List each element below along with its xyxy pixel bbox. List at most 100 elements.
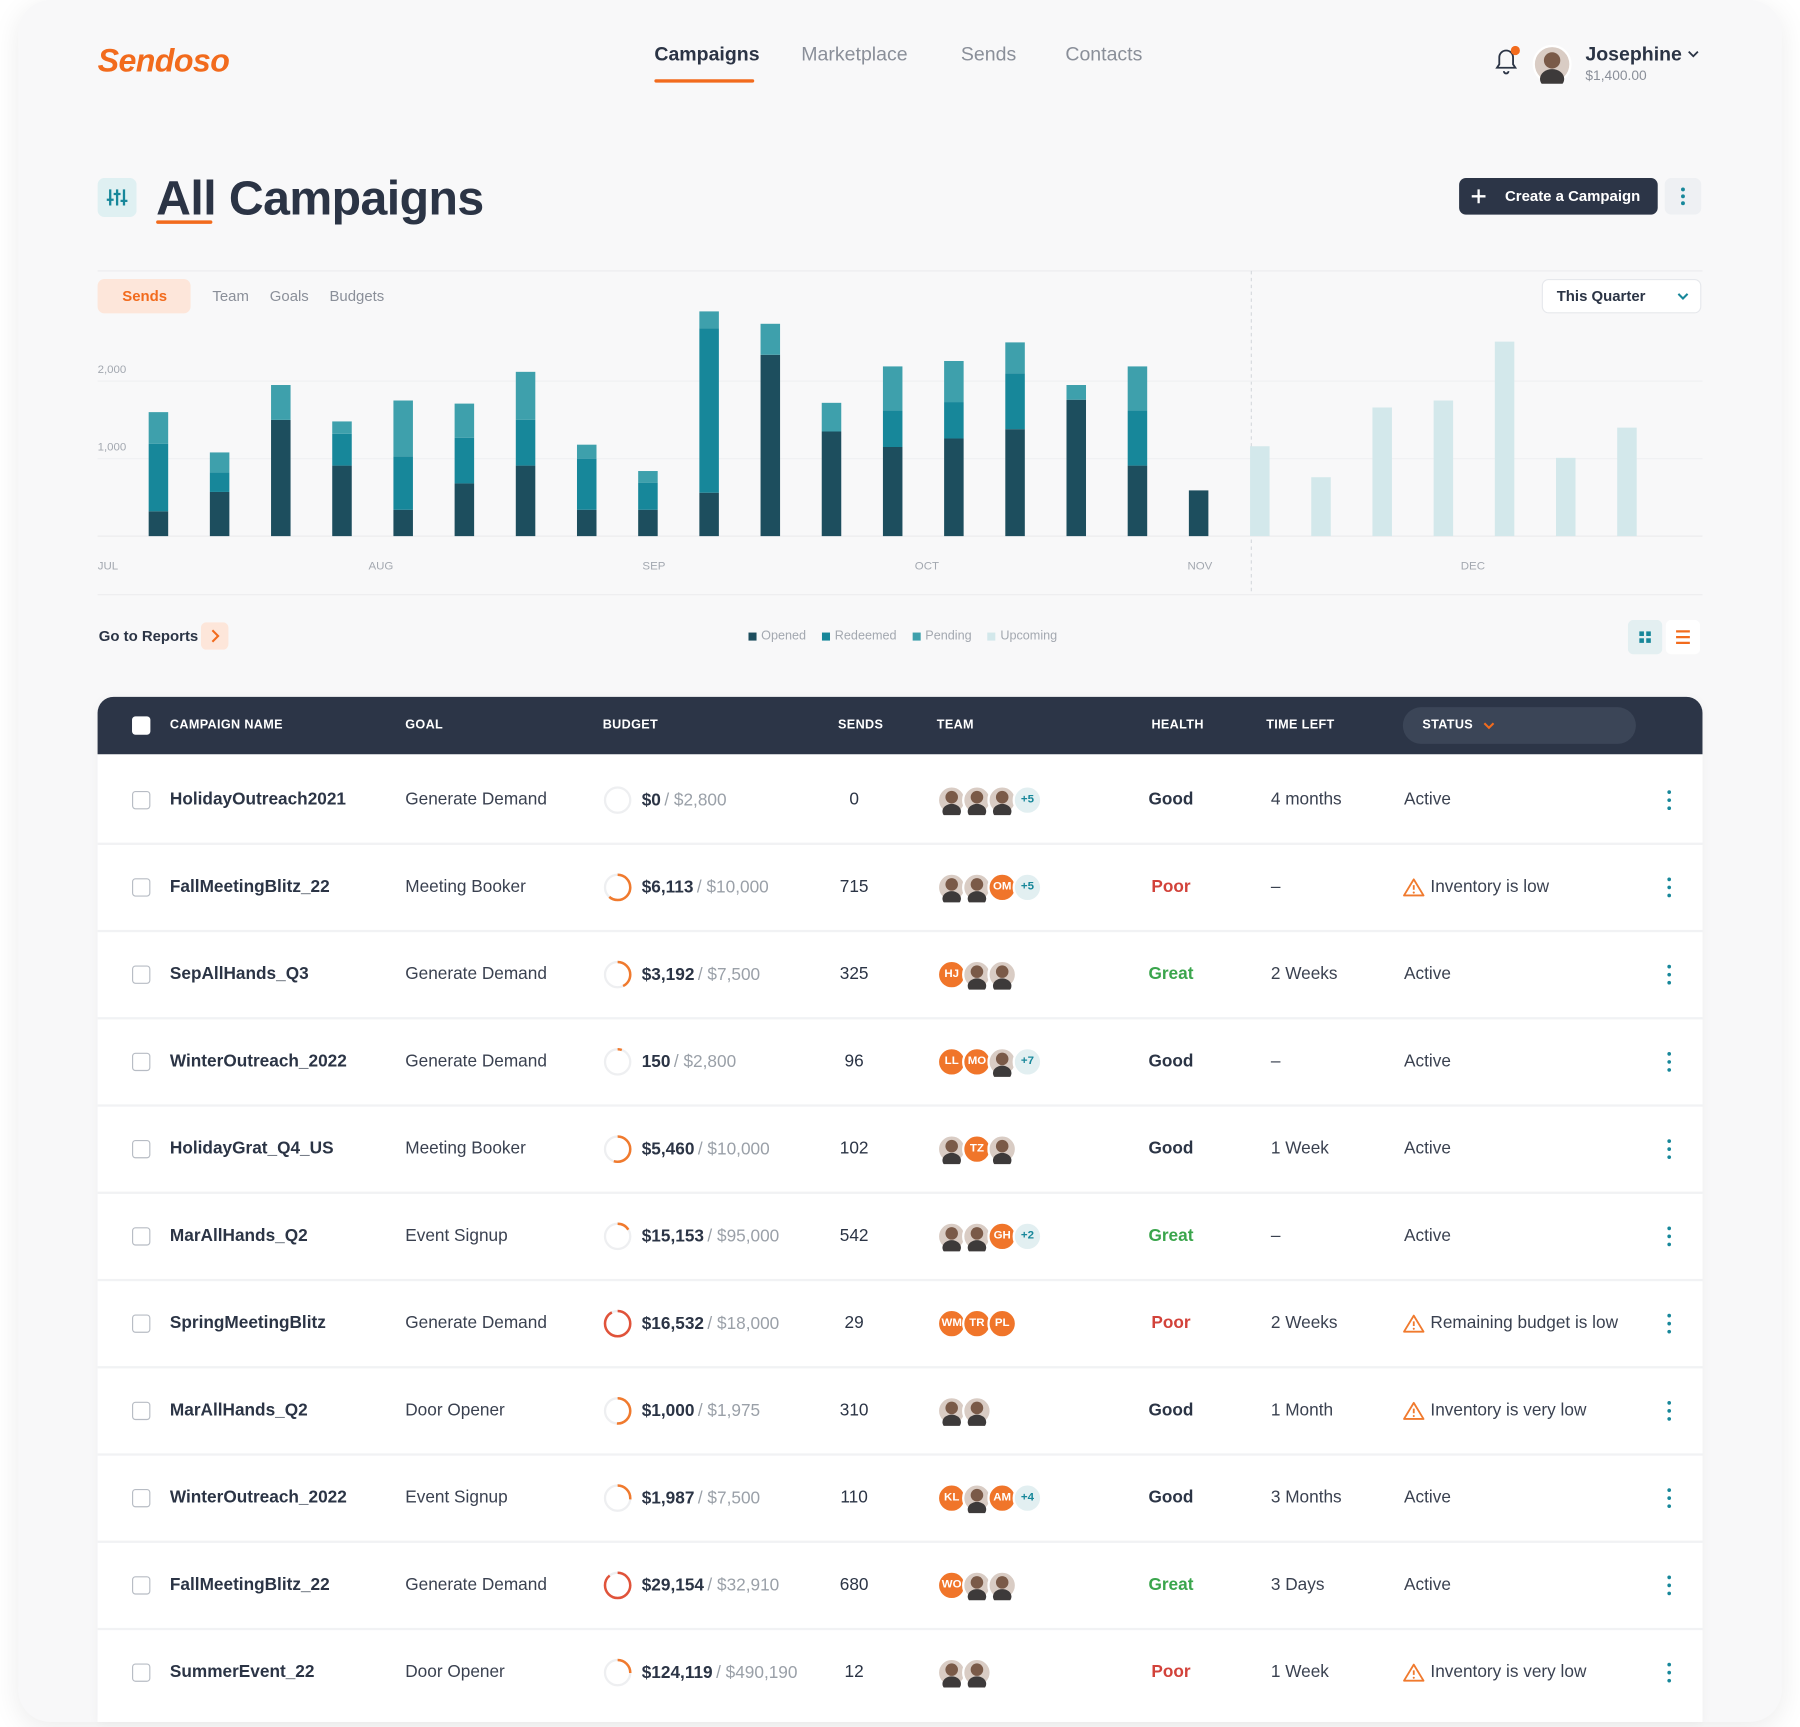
status: Active	[1404, 789, 1451, 810]
column-header: GOAL	[405, 717, 444, 732]
row-checkbox[interactable]	[132, 1314, 151, 1333]
select-all-checkbox[interactable]	[132, 716, 151, 735]
campaign-name[interactable]: HolidayOutreach2021	[169, 789, 347, 810]
grid-view-toggle[interactable]	[1627, 619, 1663, 655]
team-initials: OM	[992, 880, 1012, 894]
row-menu[interactable]	[1662, 876, 1676, 899]
row-menu[interactable]	[1662, 1574, 1676, 1597]
bar-segment	[148, 412, 169, 444]
row-menu[interactable]	[1662, 963, 1676, 986]
filter-button[interactable]	[97, 177, 137, 217]
row-checkbox[interactable]	[132, 1576, 151, 1595]
legend-swatch	[987, 631, 996, 641]
row-menu[interactable]	[1662, 1487, 1676, 1510]
user-menu-chevron[interactable]	[1686, 48, 1700, 59]
period-label[interactable]: This Quarter	[1556, 287, 1646, 305]
bar-segment	[393, 509, 413, 537]
campaign-name[interactable]: FallMeetingBlitz_22	[169, 877, 330, 897]
row-checkbox[interactable]	[132, 790, 151, 810]
create-campaign-button[interactable]	[1459, 177, 1658, 215]
row-checkbox[interactable]	[132, 1052, 151, 1072]
row-checkbox[interactable]	[132, 878, 151, 897]
bar-segment	[576, 458, 597, 510]
budget-ring	[603, 1484, 632, 1513]
row-checkbox[interactable]	[132, 1488, 151, 1508]
campaign-goal: Door Opener	[405, 1662, 505, 1682]
plus-icon	[1471, 189, 1486, 204]
campaign-name[interactable]: MarAllHands_Q2	[169, 1226, 308, 1246]
time-left: 2 Weeks	[1270, 964, 1338, 984]
period-dropdown[interactable]	[1541, 278, 1702, 314]
nav-item[interactable]: Contacts	[1065, 43, 1143, 66]
row-checkbox[interactable]	[132, 1663, 151, 1682]
bar-segment	[1494, 341, 1515, 537]
bar-segment	[271, 385, 291, 420]
campaign-goal: Event Signup	[405, 1226, 508, 1246]
campaign-name[interactable]: MarAllHands_Q2	[169, 1400, 308, 1421]
user-balance: $1,400.00	[1585, 67, 1647, 84]
row-checkbox[interactable]	[132, 1139, 151, 1159]
nav-item[interactable]: Sends	[960, 43, 1017, 66]
status-filter-pill[interactable]	[1402, 707, 1636, 744]
row-menu[interactable]	[1662, 1312, 1676, 1335]
reports-arrow[interactable]	[200, 622, 229, 650]
bar-segment	[1250, 446, 1270, 537]
bar-segment	[1005, 429, 1025, 537]
list-view-toggle[interactable]	[1665, 619, 1701, 655]
campaign-name[interactable]: SummerEvent_22	[169, 1662, 315, 1682]
sends-count: 102	[839, 1138, 869, 1159]
health: Poor	[1151, 877, 1191, 897]
row-menu[interactable]	[1662, 789, 1676, 812]
status: Remaining budget is low	[1430, 1313, 1619, 1333]
health: Great	[1148, 964, 1194, 984]
budget-total: / $32,910	[707, 1575, 780, 1596]
row-menu[interactable]	[1662, 1225, 1676, 1248]
chart-tab[interactable]: Team	[212, 287, 249, 305]
bar-segment	[1555, 457, 1576, 537]
column-header: CAMPAIGN NAME	[169, 717, 283, 732]
campaign-name[interactable]: FallMeetingBlitz_22	[169, 1575, 330, 1595]
time-left: –	[1270, 1051, 1281, 1072]
team-avatar-photo	[962, 1570, 992, 1601]
chart-tab[interactable]: Sends	[122, 287, 168, 305]
budget: $124,119/ $490,190	[642, 1663, 798, 1683]
campaign-name[interactable]: WinterOutreach_2022	[169, 1487, 347, 1508]
row-menu[interactable]	[1662, 1050, 1676, 1073]
team-initials: WO	[941, 1578, 962, 1592]
nav-item[interactable]: Marketplace	[801, 43, 908, 66]
column-header: TEAM	[936, 717, 974, 732]
row-checkbox[interactable]	[132, 965, 151, 984]
chart-tab[interactable]: Budgets	[329, 287, 385, 305]
bar-segment	[454, 483, 475, 537]
y-tick-label: 1,000	[98, 442, 127, 454]
campaign-name[interactable]: SpringMeetingBlitz	[169, 1313, 326, 1333]
row-menu[interactable]	[1662, 1399, 1676, 1422]
create-campaign-label[interactable]: Create a Campaign	[1505, 187, 1641, 205]
row-checkbox[interactable]	[132, 1401, 151, 1421]
status: Active	[1404, 1138, 1451, 1159]
budget: $16,532/ $18,000	[642, 1314, 780, 1334]
row-menu[interactable]	[1662, 1138, 1676, 1161]
status: Active	[1404, 1575, 1451, 1595]
nav-item[interactable]: Campaigns	[654, 43, 760, 66]
chart-tab[interactable]: Goals	[269, 287, 309, 305]
x-month-label: OCT	[915, 560, 939, 572]
team-avatar-photo	[987, 1046, 1018, 1077]
team-avatar-photo	[987, 1134, 1018, 1165]
team-more-label: +2	[1020, 1229, 1035, 1243]
row-checkbox[interactable]	[132, 1227, 151, 1246]
bar-segment	[332, 433, 352, 466]
user-name[interactable]: Josephine	[1585, 43, 1682, 66]
legend-swatch	[748, 631, 757, 641]
notification-bell[interactable]	[1492, 45, 1520, 78]
more-button[interactable]	[1664, 177, 1702, 215]
row-menu[interactable]	[1662, 1661, 1676, 1684]
reports-link[interactable]: Go to Reports	[98, 627, 199, 645]
campaign-name[interactable]: SepAllHands_Q3	[169, 964, 309, 984]
campaign-name[interactable]: WinterOutreach_2022	[169, 1051, 347, 1072]
campaign-name[interactable]: HolidayGrat_Q4_US	[169, 1138, 334, 1159]
bar-segment	[332, 465, 352, 537]
bar-segment	[699, 328, 719, 493]
column-header[interactable]: STATUS	[1422, 717, 1474, 732]
